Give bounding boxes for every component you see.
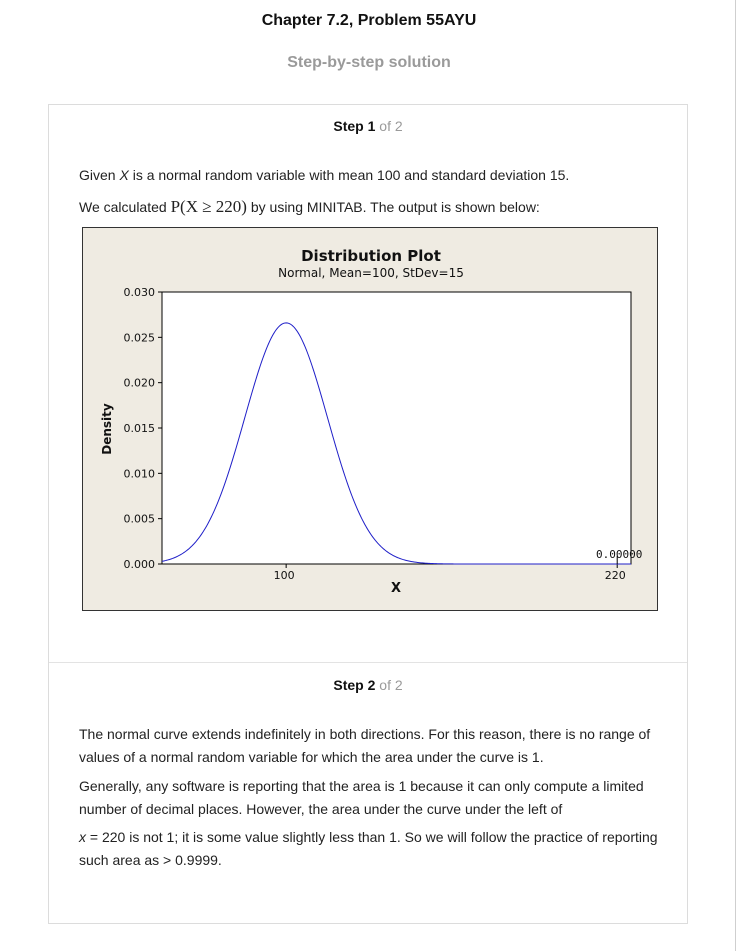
chart-title: Distribution Plot: [301, 247, 441, 265]
step-1-total: of 2: [379, 118, 403, 134]
plot-area: [161, 291, 632, 565]
step-2-total: of 2: [379, 677, 403, 693]
normal-curve: [161, 322, 631, 565]
step-1-line-2-pre: We calculated: [79, 199, 171, 215]
step-1-line-1-pre: Given: [79, 167, 120, 183]
probability-expression: P(X ≥ 220): [170, 197, 247, 216]
step-1-word: Step: [333, 118, 364, 134]
y-tick-label: 0.000: [124, 558, 156, 571]
chart-subtitle: Normal, Mean=100, StDev=15: [278, 266, 464, 280]
step-1-line-2-post: by using MINITAB. The output is shown be…: [246, 199, 540, 215]
step-divider: [49, 662, 687, 663]
step-2-paragraph-3: x = 220 is not 1; it is some value sligh…: [79, 826, 669, 872]
solution-card: [48, 104, 688, 924]
variable-x-lower: x: [79, 829, 86, 845]
page-title: Chapter 7.2, Problem 55AYU: [261, 12, 477, 29]
step-1-line-1-post: is a normal random variable with mean 10…: [128, 167, 570, 183]
step-2-paragraph-1: The normal curve extends indefinitely in…: [79, 726, 651, 765]
annotation-label: 0.00000: [596, 548, 642, 561]
page-right-border: [735, 0, 736, 951]
distribution-plot: Distribution Plot Normal, Mean=100, StDev…: [82, 227, 658, 611]
x-axis-label: X: [391, 581, 401, 596]
variable-x: X: [119, 167, 129, 183]
y-tick-label: 0.020: [124, 377, 156, 390]
solution-subtitle: Step-by-step solution: [287, 54, 451, 71]
step-1-heading: Step 1 of 2: [48, 118, 688, 134]
step-1-line-2: We calculated P(X ≥ 220) by using MINITA…: [79, 195, 669, 219]
y-tick-label: 0.010: [124, 467, 156, 480]
y-tick-label: 0.015: [124, 422, 156, 435]
step-2-paragraph-2: Generally, any software is reporting tha…: [79, 778, 644, 817]
y-axis-label: Density: [100, 403, 114, 455]
y-tick-label: 0.005: [124, 513, 156, 526]
step-2-heading: Step 2 of 2: [48, 677, 688, 693]
step-2-word: Step: [333, 677, 364, 693]
y-tick-label: 0.025: [124, 331, 156, 344]
y-tick-label: 0.030: [124, 286, 156, 299]
x-tick-label: 220: [605, 569, 626, 582]
step-2-number: 2: [367, 677, 376, 693]
step-1-number: 1: [367, 118, 376, 134]
x-tick-label: 100: [274, 569, 295, 582]
step-2-paragraph-3-text: = 220 is not 1; it is some value slightl…: [79, 829, 658, 868]
step-1-line-1: Given X is a normal random variable with…: [79, 164, 669, 187]
